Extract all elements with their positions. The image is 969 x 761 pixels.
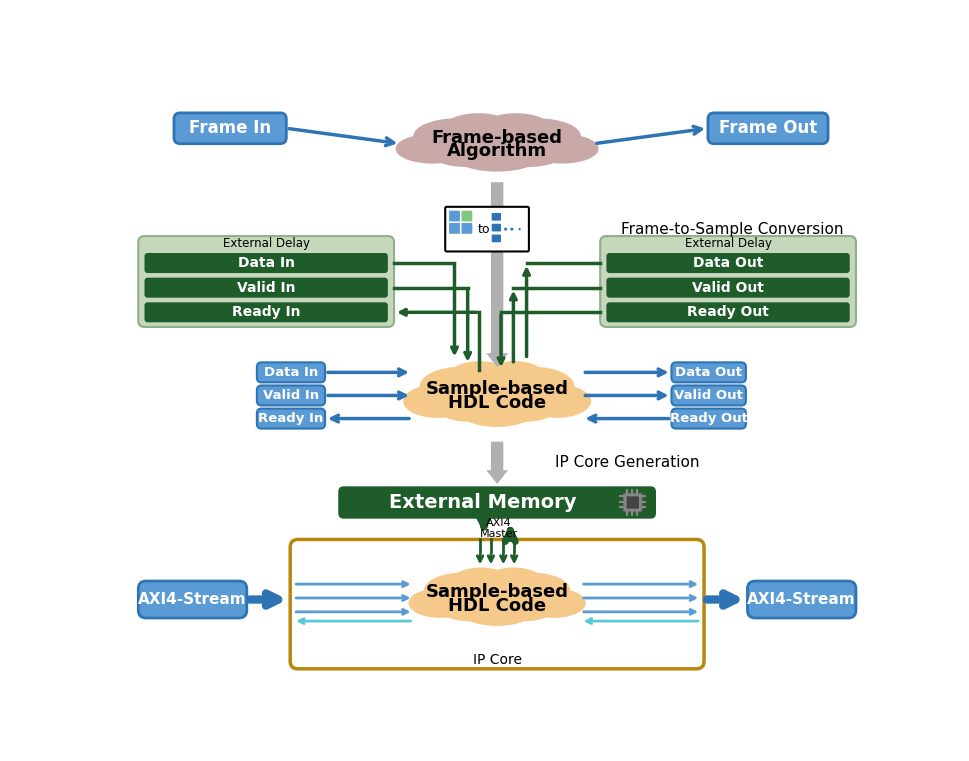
Text: Frame In: Frame In: [189, 119, 271, 137]
Text: Algorithm: Algorithm: [447, 142, 547, 161]
Ellipse shape: [439, 120, 554, 167]
FancyBboxPatch shape: [257, 362, 325, 382]
Text: Ready In: Ready In: [232, 305, 300, 320]
Text: Ready In: Ready In: [258, 412, 324, 425]
Text: Data In: Data In: [264, 366, 318, 379]
Ellipse shape: [525, 134, 598, 164]
FancyBboxPatch shape: [144, 302, 388, 323]
Text: to: to: [477, 223, 489, 236]
FancyBboxPatch shape: [173, 113, 286, 144]
Text: Frame Out: Frame Out: [718, 119, 816, 137]
FancyBboxPatch shape: [461, 211, 472, 221]
Ellipse shape: [491, 137, 565, 167]
Ellipse shape: [504, 228, 507, 231]
Text: Valid In: Valid In: [236, 281, 296, 295]
FancyBboxPatch shape: [139, 581, 246, 618]
FancyBboxPatch shape: [671, 386, 745, 406]
Ellipse shape: [484, 568, 543, 594]
Text: IP Core: IP Core: [472, 653, 521, 667]
Text: Data Out: Data Out: [674, 366, 741, 379]
Ellipse shape: [447, 575, 547, 621]
Text: Sample-based: Sample-based: [425, 380, 568, 398]
FancyBboxPatch shape: [671, 409, 745, 428]
Text: Valid Out: Valid Out: [673, 389, 742, 402]
Polygon shape: [485, 251, 508, 367]
FancyBboxPatch shape: [606, 302, 849, 323]
FancyBboxPatch shape: [449, 211, 459, 221]
Text: Ready Out: Ready Out: [686, 305, 768, 320]
Text: HDL Code: HDL Code: [448, 394, 546, 412]
FancyBboxPatch shape: [671, 362, 745, 382]
Ellipse shape: [403, 384, 471, 418]
Text: Data Out: Data Out: [692, 256, 763, 270]
FancyBboxPatch shape: [606, 278, 849, 298]
Text: Frame-based: Frame-based: [431, 129, 562, 147]
Ellipse shape: [484, 361, 545, 392]
FancyBboxPatch shape: [491, 213, 500, 221]
FancyBboxPatch shape: [491, 224, 500, 231]
FancyBboxPatch shape: [626, 496, 639, 508]
FancyBboxPatch shape: [449, 223, 459, 234]
Text: Valid In: Valid In: [263, 389, 319, 402]
FancyBboxPatch shape: [290, 540, 703, 669]
Ellipse shape: [493, 367, 574, 407]
Text: AXI4-Stream: AXI4-Stream: [139, 592, 246, 607]
Text: HDL Code: HDL Code: [448, 597, 546, 615]
FancyBboxPatch shape: [257, 386, 325, 406]
Ellipse shape: [413, 118, 501, 154]
Text: Sample-based: Sample-based: [425, 583, 568, 601]
Ellipse shape: [434, 388, 501, 422]
FancyBboxPatch shape: [623, 493, 641, 511]
Text: External Memory: External Memory: [389, 493, 577, 512]
Ellipse shape: [420, 367, 500, 407]
Ellipse shape: [423, 572, 500, 608]
Text: IP Core Generation: IP Core Generation: [554, 455, 699, 470]
Text: Data In: Data In: [237, 256, 295, 270]
FancyBboxPatch shape: [257, 409, 325, 428]
Ellipse shape: [456, 390, 537, 427]
Ellipse shape: [428, 137, 502, 167]
Ellipse shape: [522, 384, 590, 418]
Polygon shape: [485, 182, 508, 221]
Text: AXI4
Master: AXI4 Master: [479, 518, 517, 540]
Ellipse shape: [492, 118, 580, 154]
Ellipse shape: [451, 568, 510, 594]
Ellipse shape: [493, 572, 570, 608]
FancyBboxPatch shape: [144, 253, 388, 273]
Ellipse shape: [444, 369, 549, 422]
Text: Ready Out: Ready Out: [669, 412, 747, 425]
Ellipse shape: [453, 139, 541, 172]
FancyBboxPatch shape: [707, 113, 828, 144]
Text: Valid Out: Valid Out: [692, 281, 764, 295]
Ellipse shape: [517, 228, 520, 231]
FancyBboxPatch shape: [461, 223, 472, 234]
Ellipse shape: [445, 113, 512, 140]
FancyBboxPatch shape: [338, 486, 655, 519]
Ellipse shape: [408, 588, 472, 618]
Ellipse shape: [395, 134, 468, 164]
Ellipse shape: [510, 228, 513, 231]
FancyBboxPatch shape: [747, 581, 855, 618]
Ellipse shape: [458, 594, 535, 626]
Text: External Delay: External Delay: [684, 237, 770, 250]
Polygon shape: [485, 441, 508, 484]
Ellipse shape: [492, 591, 556, 621]
FancyBboxPatch shape: [139, 236, 393, 327]
Text: External Delay: External Delay: [223, 237, 309, 250]
FancyBboxPatch shape: [600, 236, 855, 327]
FancyBboxPatch shape: [491, 234, 500, 242]
Ellipse shape: [521, 588, 585, 618]
Ellipse shape: [492, 388, 559, 422]
Ellipse shape: [482, 113, 548, 140]
FancyBboxPatch shape: [144, 278, 388, 298]
Text: Frame-to-Sample Conversion: Frame-to-Sample Conversion: [620, 221, 843, 237]
Ellipse shape: [437, 591, 501, 621]
FancyBboxPatch shape: [445, 207, 528, 251]
FancyBboxPatch shape: [606, 253, 849, 273]
Text: AXI4-Stream: AXI4-Stream: [747, 592, 855, 607]
Ellipse shape: [449, 361, 510, 392]
